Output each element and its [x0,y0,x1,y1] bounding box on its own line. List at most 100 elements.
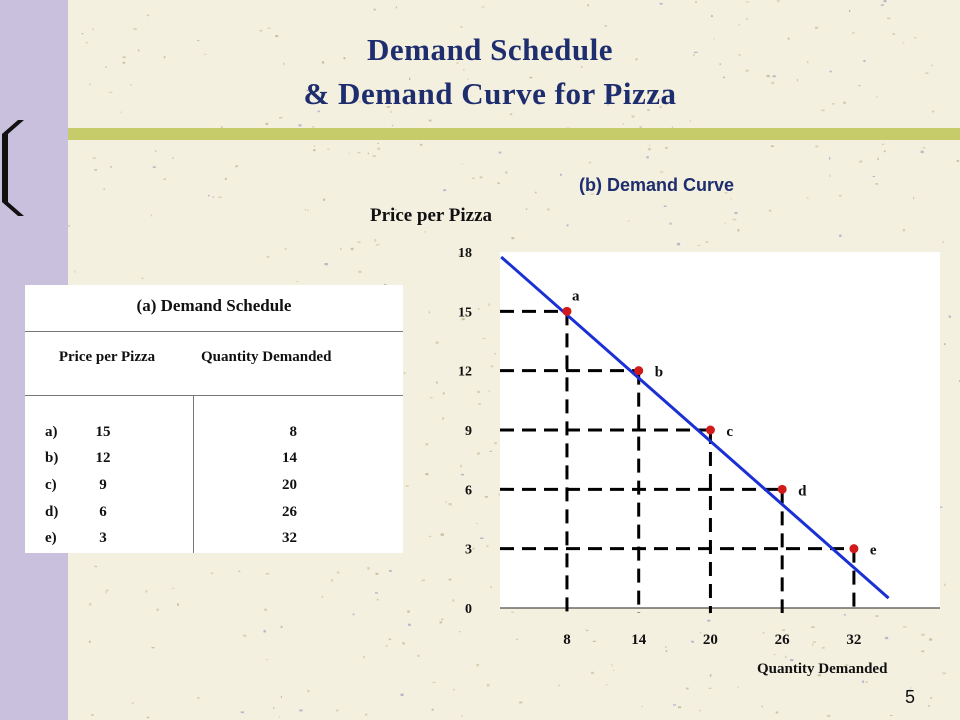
speckle-dot [730,198,732,200]
speckle-dot [529,76,533,79]
data-point [705,425,715,435]
speckle-dot [265,122,269,125]
speckle-dot [103,188,105,191]
speckle-dot [390,110,392,114]
speckle-dot [407,610,410,613]
speckle-dot [494,442,497,445]
speckle-dot [453,688,455,691]
speckle-dot [669,222,672,225]
slide-title-line-1: Demand Schedule [366,32,614,67]
demand-schedule-table: (a) Demand Schedule Price per Pizza Quan… [25,285,403,553]
speckle-dot [604,25,607,27]
speckle-dot [560,173,562,176]
speckle-dot [120,111,122,114]
speckle-dot [761,705,763,708]
speckle-dot [920,150,924,154]
speckle-dot [611,663,613,667]
speckle-dot [689,120,692,122]
speckle-dot [478,308,480,310]
speckle-dot [849,9,851,12]
y-axis-label: Price per Pizza [370,205,493,226]
speckle-dot [647,147,652,151]
row-quantity: 20 [282,477,297,493]
speckle-dot [235,165,238,168]
speckle-dot [461,318,465,321]
row-quantity: 32 [282,530,297,546]
speckle-dot [944,583,946,587]
speckle-dot [264,608,267,610]
speckle-dot [377,147,381,150]
speckle-dot [448,578,452,581]
speckle-dot [480,537,484,539]
speckle-dot [163,178,167,180]
speckle-dot [549,58,551,61]
speckle-dot [790,659,794,662]
speckle-dot [432,681,436,683]
speckle-dot [428,535,432,538]
speckle-dot [210,572,214,575]
speckle-dot [881,143,885,145]
speckle-dot [829,174,831,177]
speckle-dot [357,241,361,243]
speckle-dot [265,659,268,661]
speckle-dot [163,56,166,59]
speckle-dot [313,149,316,152]
speckle-dot [105,66,107,68]
speckle-dot [280,625,283,628]
speckle-dot [484,496,489,498]
speckle-dot [275,35,279,38]
speckle-dot [299,709,303,712]
speckle-dot [910,687,912,689]
speckle-dot [772,75,776,78]
speckle-dot [400,693,404,696]
speckle-dot [461,163,463,165]
speckle-dot [505,171,508,174]
speckle-dot [700,632,702,634]
speckle-dot [133,28,137,30]
speckle-dot [865,681,868,684]
schedule-divider-header [25,395,403,396]
speckle-dot [317,110,320,113]
speckle-dot [304,208,306,211]
speckle-dot [829,70,832,73]
speckle-dot [498,151,502,154]
speckle-dot [323,198,326,201]
speckle-dot [141,277,144,279]
row-price: 9 [99,477,107,493]
speckle-dot [472,177,475,179]
speckle-dot [394,209,397,211]
speckle-dot [372,155,376,157]
speckle-dot [709,674,712,677]
data-point [562,306,572,316]
speckle-dot [598,183,601,186]
x-tick-label: 14 [631,632,647,648]
x-tick-label: 8 [563,632,571,648]
speckle-dot [375,572,379,575]
speckle-dot [902,42,905,44]
speckle-dot [737,229,740,232]
speckle-dot [122,56,126,59]
speckle-dot [821,109,825,112]
speckle-dot [442,417,444,420]
speckle-dot [85,42,88,44]
speckle-dot [557,52,560,54]
row-point: e) [45,530,57,546]
speckle-dot [534,191,537,194]
speckle-dot [374,239,377,242]
x-tick-label: 32 [846,632,861,648]
speckle-dot [472,547,475,550]
speckle-dot [296,281,298,282]
speckle-dot [418,93,422,95]
speckle-dot [693,53,695,57]
speckle-dot [212,196,214,199]
speckle-dot [331,579,334,582]
table-row: c) 9 20 [25,474,403,496]
speckle-dot [939,506,943,508]
speckle-dot [172,587,175,589]
speckle-dot [388,638,392,641]
speckle-dot [405,485,409,487]
speckle-dot [197,697,200,699]
speckle-dot [336,571,340,574]
speckle-dot [393,55,396,58]
speckle-dot [364,713,368,716]
